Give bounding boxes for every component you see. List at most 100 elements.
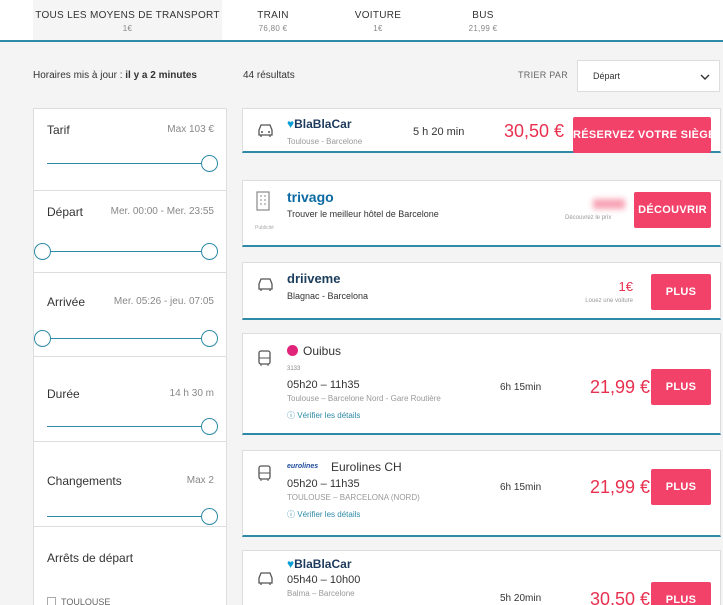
provider-name: BlaBlaCar	[294, 557, 352, 571]
price: 30,50 €	[590, 589, 651, 605]
price-note: Louez une voiture	[585, 298, 633, 304]
route: Toulouse – Barcelone Nord - Gare Routièr…	[287, 394, 441, 403]
filter-value: Mer. 05:26 - jeu. 07:05	[113, 296, 214, 307]
tab-label: TOUS LES MOYENS DE TRANSPORT	[35, 10, 220, 21]
results-count: 44 résultats	[243, 70, 295, 81]
car-icon	[258, 124, 273, 137]
description: Trouver le meilleur hôtel de Barcelone	[287, 209, 439, 219]
tab[interactable]: BUS 21,99 €	[453, 0, 513, 40]
hotel-icon	[256, 191, 270, 211]
car-icon	[258, 278, 273, 291]
tab[interactable]: VOITURE 1€	[343, 0, 413, 40]
sort-select[interactable]: Départ	[577, 60, 720, 92]
times: 05h20 – 11h35	[287, 478, 360, 490]
chevron	[700, 74, 710, 80]
ad-label: Publicité	[255, 225, 274, 231]
slider-knob[interactable]	[201, 155, 218, 172]
duration: 6h 15min	[500, 482, 542, 493]
slider-knob[interactable]	[34, 330, 51, 347]
discover-button[interactable]: DÉCOUVRIR	[634, 192, 711, 228]
filter-value: Max 2	[186, 475, 214, 486]
price: 21,99 €	[590, 377, 651, 397]
provider-logo: ♥BlaBlaCar	[287, 117, 352, 131]
hidden-price	[593, 199, 625, 209]
more-button[interactable]: PLUS	[651, 582, 711, 605]
route: Blagnac - Barcelona	[287, 291, 369, 301]
checkbox	[47, 597, 56, 605]
filter-value: 14 h 30 m	[169, 388, 214, 399]
tab[interactable]: TRAIN 76,80 €	[243, 0, 303, 40]
slider-knob[interactable]	[201, 508, 218, 525]
tab-active[interactable]: TOUS LES MOYENS DE TRANSPORT 1€	[33, 0, 222, 40]
result-card: eurolines Eurolines CH 05h20 – 11h35 TOU…	[242, 450, 721, 537]
filter-title: Arrivée	[47, 295, 86, 309]
slider-track	[47, 516, 217, 517]
provider-logo: Ouibus	[287, 344, 341, 358]
filter-title: Tarif	[47, 123, 70, 137]
tab-label: TRAIN	[257, 10, 289, 21]
slider-track	[47, 338, 217, 339]
tab-label: BUS	[472, 10, 494, 21]
provider-name: Eurolines CH	[331, 460, 402, 474]
times: 05h20 – 11h35	[287, 379, 360, 391]
update-label: Horaires mis à jour :	[33, 70, 123, 81]
tab-label: VOITURE	[354, 10, 402, 21]
slider-knob[interactable]	[34, 243, 51, 260]
more-button[interactable]: PLUS	[651, 274, 711, 310]
ad-card: trivago Trouver le meilleur hôtel de Bar…	[242, 180, 721, 247]
bus-icon	[258, 350, 271, 366]
tab-bar: TOUS LES MOYENS DE TRANSPORT 1€ TRAIN 76,8…	[0, 0, 723, 42]
update-info: Horaires mis à jour : il y a 2 minutes	[33, 70, 197, 81]
slider-knob[interactable]	[201, 243, 218, 260]
sort-value: Départ	[593, 71, 621, 81]
slider-track	[47, 426, 217, 427]
checkbox-option[interactable]: TOULOUSE	[47, 597, 110, 605]
filter-section: Tarif Max 103 €	[34, 109, 226, 191]
price: 1€	[618, 279, 633, 294]
slider-track	[47, 251, 217, 252]
result-card: ♥BlaBlaCar Toulouse - Barcelone 5 h 20 m…	[242, 108, 721, 153]
price: 21,99 €	[590, 477, 651, 497]
filter-title: Durée	[47, 387, 80, 401]
provider-logo: trivago	[287, 189, 334, 205]
result-card: Ouibus 3133 05h20 – 11h35 Toulouse – Bar…	[242, 333, 721, 435]
price: 30,50 €	[504, 121, 565, 141]
filter-section: Arrêts de départ TOULOUSE	[34, 527, 226, 605]
slider-knob[interactable]	[201, 330, 218, 347]
duration: 6h 15min	[500, 382, 542, 393]
filter-section: Départ Mer. 00:00 - Mer. 23:55	[34, 191, 226, 273]
price-note: Découvrez le prix	[565, 215, 612, 221]
tab-price: 76,80 €	[258, 24, 288, 33]
details-link[interactable]: ⓘ Vérifier les détails	[287, 411, 361, 420]
sort-label: TRIER PAR	[518, 70, 569, 80]
more-button[interactable]: PLUS	[651, 469, 711, 505]
slider-knob[interactable]	[201, 418, 218, 435]
update-value: il y a 2 minutes	[125, 70, 197, 81]
route: TOULOUSE – BARCELONA (NORD)	[287, 493, 420, 502]
details-text: Vérifier les détails	[297, 411, 361, 420]
provider-name: BlaBlaCar	[294, 117, 352, 131]
filter-title: Arrêts de départ	[47, 551, 134, 565]
filter-title: Départ	[47, 205, 84, 219]
filter-sidebar: Tarif Max 103 € Départ Mer. 00:00 - Mer. 2…	[33, 108, 227, 605]
checkbox-label: TOULOUSE	[61, 597, 111, 605]
car-icon	[258, 572, 273, 585]
provider-name: Ouibus	[303, 344, 342, 358]
filter-title: Changements	[47, 474, 122, 488]
tab-price: 1€	[122, 24, 133, 33]
filter-section: Arrivée Mer. 05:26 - jeu. 07:05	[34, 273, 226, 357]
filter-section: Durée 14 h 30 m	[34, 357, 226, 442]
eurolines-logo: eurolines	[287, 463, 319, 470]
more-button[interactable]: PLUS	[651, 369, 711, 405]
book-button[interactable]: RÉSERVEZ VOTRE SIÈGE	[573, 117, 715, 153]
bus-icon	[258, 465, 271, 481]
tab-price: 1€	[373, 24, 383, 33]
filter-section: Changements Max 2	[34, 442, 226, 527]
filter-value: Max 103 €	[167, 124, 214, 135]
route: Balma – Barcelone	[287, 589, 355, 598]
result-card: ♥BlaBlaCar 05h40 – 10h00 Balma – Barcelo…	[242, 550, 721, 605]
details-link[interactable]: ⓘ Vérifier les détails	[287, 510, 361, 519]
